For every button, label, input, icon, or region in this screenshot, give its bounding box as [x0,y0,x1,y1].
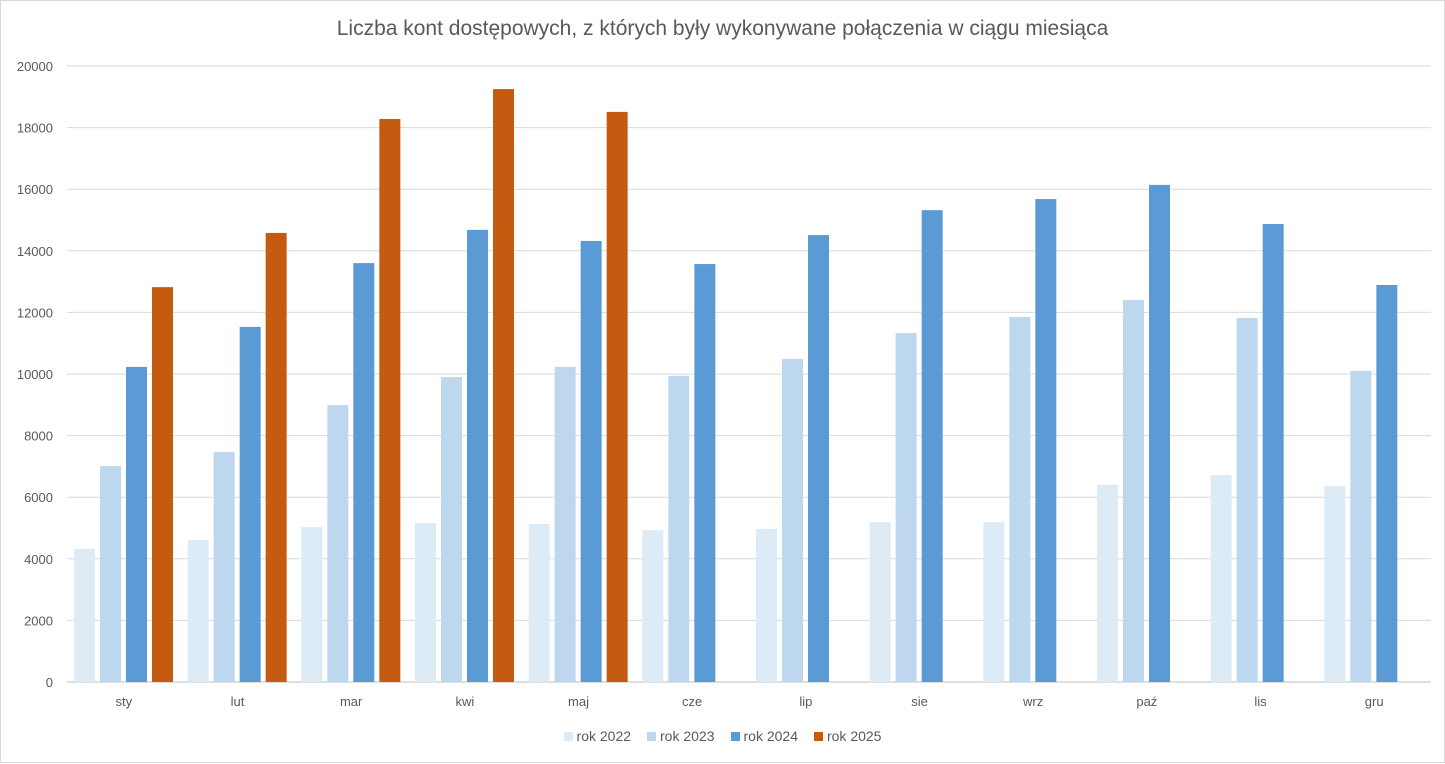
bar-rok-2024-gru [1376,284,1398,682]
y-tick-label: 2000 [24,613,53,628]
bar-rok-2023-gru [1350,370,1372,682]
x-tick-label: lut [231,694,245,709]
legend-label: rok 2025 [826,728,882,744]
legend-swatch [730,731,740,741]
x-tick-label: kwi [455,694,474,709]
x-tick-label: sie [911,694,928,709]
x-tick-label: wrz [1022,694,1043,709]
bar-rok-2023-maj [554,366,576,682]
bar-rok-2022-lip [756,528,777,682]
legend-swatch [563,731,573,741]
y-tick-label: 20000 [17,59,53,74]
bar-rok-2024-cze [694,264,716,682]
bar-rok-2023-wrz [1009,317,1031,682]
bar-rok-2025-maj [606,111,628,683]
bar-rok-2023-mar [327,405,349,682]
y-tick-label: 0 [46,675,53,690]
legend-item: rok 2024 [730,728,798,744]
bar-rok-2025-sty [152,287,173,682]
bar-rok-2023-lis [1236,317,1258,682]
bar-rok-2022-wrz [983,522,1005,682]
legend-item: rok 2025 [813,728,882,744]
y-tick-label: 18000 [17,121,53,136]
bar-rok-2024-lis [1262,224,1284,682]
chart-title: Liczba kont dostępowych, z których były … [336,17,1109,40]
bar-rok-2022-paź [1097,484,1118,682]
bar-rok-2023-sty [100,466,121,682]
bar-rok-2022-mar [301,527,323,682]
y-tick-label: 10000 [17,367,53,382]
bar-rok-2022-lut [187,540,209,682]
legend-item: rok 2022 [563,728,632,744]
bar-rok-2024-maj [580,240,602,682]
legend: rok 2022 rok 2023 rok 2024 rok 2025 [1,728,1444,744]
bar-rok-2024-sie [921,210,943,683]
bar-rok-2022-maj [528,523,550,682]
legend-item: rok 2023 [647,728,715,744]
bar-rok-2023-kwi [441,377,462,682]
bar-rok-2022-cze [642,530,664,682]
y-tick-label: 16000 [17,182,53,197]
bar-rok-2024-sty [126,366,147,682]
legend-label: rok 2022 [576,728,632,744]
legend-swatch [813,731,823,741]
x-tick-label: lip [799,694,812,709]
bar-rok-2022-sty [74,548,95,682]
bar-rok-2023-paź [1123,300,1144,682]
bar-rok-2023-sie [895,333,917,682]
legend-label: rok 2023 [660,728,715,744]
bar-rok-2025-lut [265,232,287,682]
bar-rok-2024-lut [239,326,261,682]
x-tick-label: paź [1136,694,1157,709]
bar-rok-2025-mar [379,118,401,682]
x-tick-label: mar [340,694,363,709]
bar-rok-2023-lut [213,451,235,682]
y-tick-label: 4000 [24,552,53,567]
bar-rok-2025-kwi [493,89,514,683]
bar-rok-2024-mar [353,263,375,682]
x-tick-label: lis [1254,694,1267,709]
legend-label: rok 2024 [743,728,798,744]
bar-rok-2023-cze [668,375,690,682]
y-tick-label: 8000 [24,429,53,444]
bar-rok-2022-sie [869,522,891,682]
x-tick-label: gru [1365,694,1384,709]
x-tick-label: maj [568,694,589,709]
bar-rok-2024-paź [1149,184,1170,682]
legend-swatch [647,731,657,741]
x-tick-label: cze [682,694,702,709]
bar-rok-2023-lip [782,358,803,682]
bar-rok-2022-lis [1210,475,1232,682]
bar-rok-2024-wrz [1035,199,1057,682]
y-tick-label: 12000 [17,305,53,320]
bar-rok-2024-lip [808,235,829,683]
bar-rok-2022-gru [1324,486,1346,682]
bar-rok-2022-kwi [415,523,436,682]
bar-rok-2024-kwi [467,229,488,682]
x-tick-label: sty [116,694,133,709]
y-tick-label: 6000 [24,490,53,505]
y-tick-label: 14000 [17,244,53,259]
